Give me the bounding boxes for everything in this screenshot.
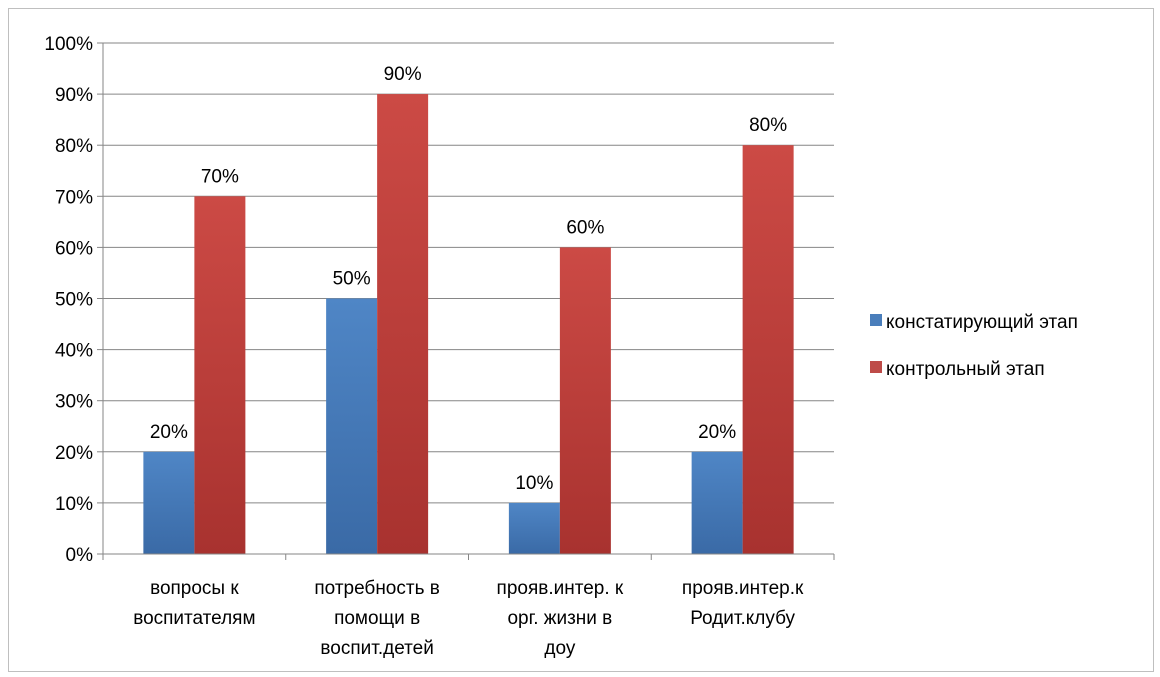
legend: констатирующий этап контрольный этап (870, 312, 1078, 380)
x-category-label-line: вопросы к (150, 578, 239, 599)
y-tick-label: 10% (55, 494, 93, 515)
data-label: 80% (749, 115, 787, 136)
bar (194, 196, 246, 555)
y-tick-label: 80% (55, 136, 93, 157)
data-label: 60% (566, 217, 604, 238)
data-label: 10% (515, 473, 553, 494)
bar (377, 94, 429, 554)
x-category-label-line: Родит.клубу (690, 608, 795, 629)
data-label: 90% (384, 64, 422, 85)
legend-label: контрольный этап (886, 359, 1045, 380)
data-label: 70% (201, 166, 239, 187)
bar (691, 451, 743, 554)
labels: 20% 70% вопросы к воспитателям 50% 90% потребн… (133, 64, 804, 659)
bar (143, 451, 195, 554)
x-category-label-line: орг. жизни в (507, 608, 612, 629)
legend-swatch (870, 361, 882, 373)
y-tick-label: 90% (55, 85, 93, 106)
x-category-label-line: потребность в (314, 578, 439, 599)
data-label: 20% (698, 422, 736, 443)
x-category-label-line: прояв.интер. к (497, 578, 624, 599)
x-category-label-line: доу (544, 638, 575, 659)
bar (559, 247, 611, 554)
y-tick-label: 50% (55, 290, 93, 311)
x-category-label: потребность в помощи в воспит.детей (314, 578, 439, 659)
x-category-label-line: воспитателям (133, 608, 255, 629)
x-category-label: прояв.интер. к орг. жизни в доу (497, 578, 624, 659)
y-tick-label: 20% (55, 443, 93, 464)
bar (742, 145, 794, 554)
y-tick-label: 70% (55, 187, 93, 208)
data-label: 20% (150, 422, 188, 443)
x-category-label: вопросы к воспитателям (133, 578, 255, 629)
x-category-label-line: помощи в (334, 608, 420, 629)
y-tick-label: 40% (55, 341, 93, 362)
x-category-label-line: воспит.детей (320, 638, 433, 659)
x-category-label: прояв.интер.к Родит.клубу (682, 578, 804, 629)
chart-frame: 0% 10% 20% 30% 40% 50% 60% 70% 80% 90% 100% 20% 70%… (8, 8, 1154, 672)
y-tick-label: 60% (55, 238, 93, 259)
legend-swatch (870, 314, 882, 326)
y-tick-label: 100% (44, 34, 93, 55)
bar (508, 502, 560, 554)
y-tick-label: 30% (55, 392, 93, 413)
bars (143, 94, 794, 555)
data-label: 50% (333, 269, 371, 290)
axes: 0% 10% 20% 30% 40% 50% 60% 70% 80% 90% 100% (44, 34, 835, 566)
legend-label: констатирующий этап (886, 312, 1078, 333)
bar (326, 298, 378, 554)
x-category-label-line: прояв.интер.к (682, 578, 804, 599)
y-tick-label: 0% (66, 545, 94, 566)
bar-chart: 0% 10% 20% 30% 40% 50% 60% 70% 80% 90% 100% 20% 70%… (44, 34, 1078, 659)
